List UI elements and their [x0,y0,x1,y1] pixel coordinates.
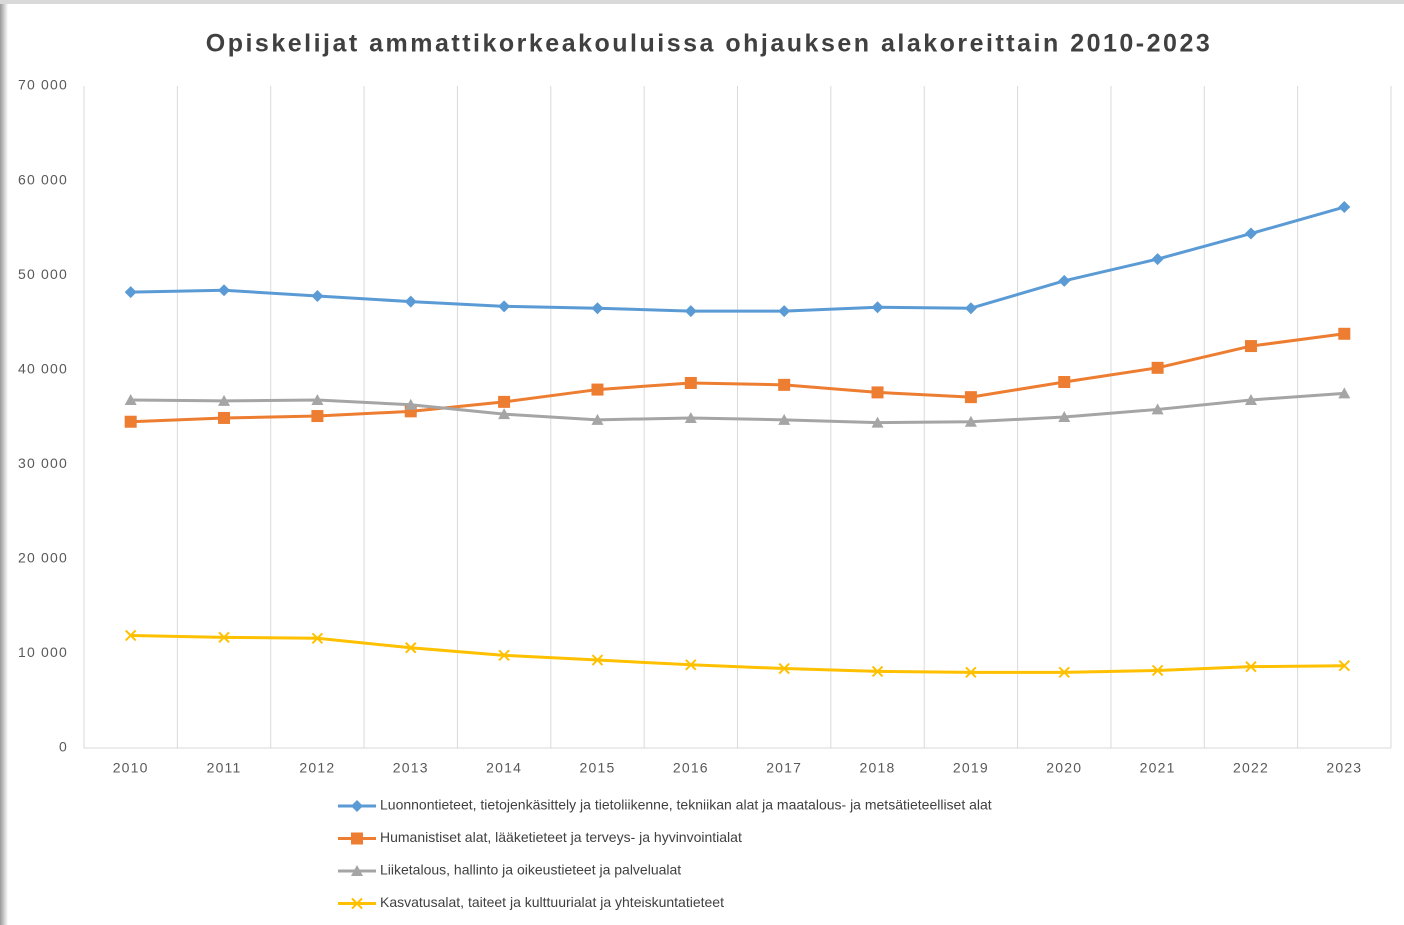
data-point [311,632,324,645]
y-tick-label: 10 000 [18,644,68,660]
data-point [1151,253,1164,266]
y-tick-label: 40 000 [18,360,68,376]
frame-shadow [0,0,8,925]
data-point [404,398,417,410]
data-point [218,411,231,424]
data-point [964,415,977,427]
x-tick-label: 2020 [1046,760,1082,776]
data-point [1338,327,1351,340]
x-tick-label: 2012 [299,760,335,776]
data-point [684,411,697,423]
x-tick-label: 2011 [207,760,242,776]
data-point [1245,660,1257,673]
y-tick-label: 50 000 [18,266,68,282]
x-tick-label: 2018 [860,760,896,776]
data-point [684,305,697,318]
data-point [965,666,977,679]
x-tick-label: 2016 [673,760,709,776]
data-point [778,305,791,318]
data-point [1058,411,1071,422]
chart-title: Opiskelijat ammattikorkeakouluissa ohjau… [206,30,1213,58]
x-tick-label: 2014 [486,760,522,776]
series-line [130,332,1345,424]
data-point [685,659,697,671]
series-line [130,391,1345,425]
data-point [498,649,510,662]
data-point [778,378,791,391]
data-point [498,408,511,420]
data-point [218,284,231,297]
data-point [1338,201,1351,214]
data-point [1058,666,1070,679]
data-point [1338,387,1351,399]
legend-label: Kasvatusalat, taiteet ja kulttuurialat j… [380,894,724,910]
x-tick-label: 2017 [766,760,802,776]
data-point [684,376,697,389]
y-tick-label: 70 000 [18,77,68,93]
data-point [405,642,417,654]
data-point [1244,393,1257,405]
data-point [1058,376,1071,389]
data-point [218,631,230,644]
data-point [311,393,324,405]
series-line [130,205,1345,313]
data-point [1151,403,1164,415]
data-point [1058,274,1071,287]
y-tick-label: 20 000 [18,550,68,566]
y-tick-label: 0 [59,739,68,755]
data-point [311,410,324,423]
legend-marker [351,897,363,910]
legend-label: Luonnontieteet, tietojenkäsittely ja tie… [380,797,992,813]
data-point [871,386,884,399]
x-tick-label: 2021 [1140,760,1176,776]
data-point [1338,660,1351,672]
data-point [1151,361,1164,374]
data-point [124,286,137,299]
data-point [871,301,884,314]
x-tick-label: 2023 [1326,760,1362,776]
data-point [1244,340,1257,353]
data-point [591,413,604,425]
x-tick-label: 2022 [1233,760,1269,776]
data-point [871,665,884,678]
data-point [498,395,511,408]
data-point [124,415,137,428]
legend-label: Liiketalous, hallinto ja oikeustieteet j… [380,862,681,878]
data-point [778,662,790,675]
series-line [130,633,1345,674]
legend-marker [351,865,363,876]
x-tick-label: 2010 [113,760,149,776]
data-point [124,393,137,405]
x-tick-label: 2019 [953,760,989,776]
data-point [1151,664,1164,677]
data-point [591,383,604,396]
legend-label: Humanistiset alat, lääketieteet ja terve… [380,829,742,845]
x-tick-label: 2013 [393,760,429,776]
data-point [1244,227,1257,240]
data-point [124,629,137,642]
data-point [404,295,417,308]
data-point [871,416,884,428]
data-point [778,413,791,425]
data-point [964,302,977,315]
data-point [498,300,511,313]
x-tick-label: 2015 [579,760,615,776]
data-point [311,289,324,302]
legend-marker [351,832,363,845]
data-point [964,391,977,404]
y-tick-label: 30 000 [18,455,68,471]
data-point [591,302,604,315]
frame-top [0,0,1404,4]
data-point [591,654,604,666]
legend-marker [351,800,363,812]
data-point [218,394,231,406]
y-tick-label: 60 000 [18,171,68,187]
